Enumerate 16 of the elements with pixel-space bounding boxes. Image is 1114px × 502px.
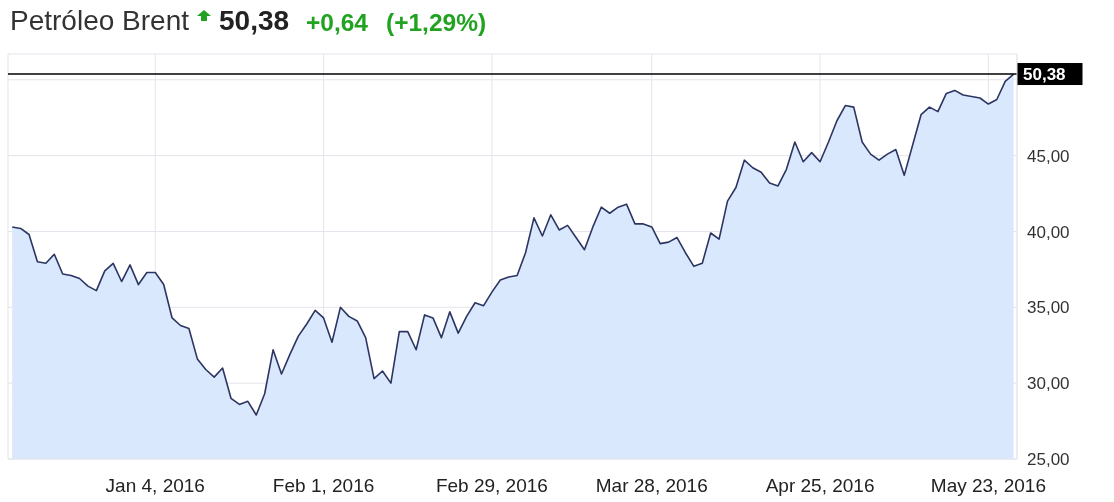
y-tick-label: 40,00: [1027, 222, 1070, 242]
text: +0,64: [306, 7, 368, 38]
y-tick-label: 25,00: [1027, 450, 1070, 470]
y-tick-label: 45,00: [1027, 146, 1070, 166]
ref-line-label: 50,38: [1023, 64, 1066, 84]
x-tick-label: Jan 4, 2016: [105, 475, 205, 497]
x-tick-label: May 23, 2016: [930, 475, 1046, 497]
text: 50,38: [219, 4, 290, 38]
text: (+1,29%): [386, 7, 487, 38]
y-tick-label: 35,00: [1027, 298, 1070, 318]
x-tick-label: Apr 25, 2016: [765, 475, 875, 497]
y-tick-label: 30,00: [1027, 374, 1070, 394]
chart-title: Petróleo Brent: [10, 4, 189, 38]
x-tick-label: Mar 28, 2016: [595, 475, 708, 497]
x-tick-label: Feb 1, 2016: [272, 475, 375, 497]
x-tick-label: Feb 29, 2016: [435, 475, 548, 497]
